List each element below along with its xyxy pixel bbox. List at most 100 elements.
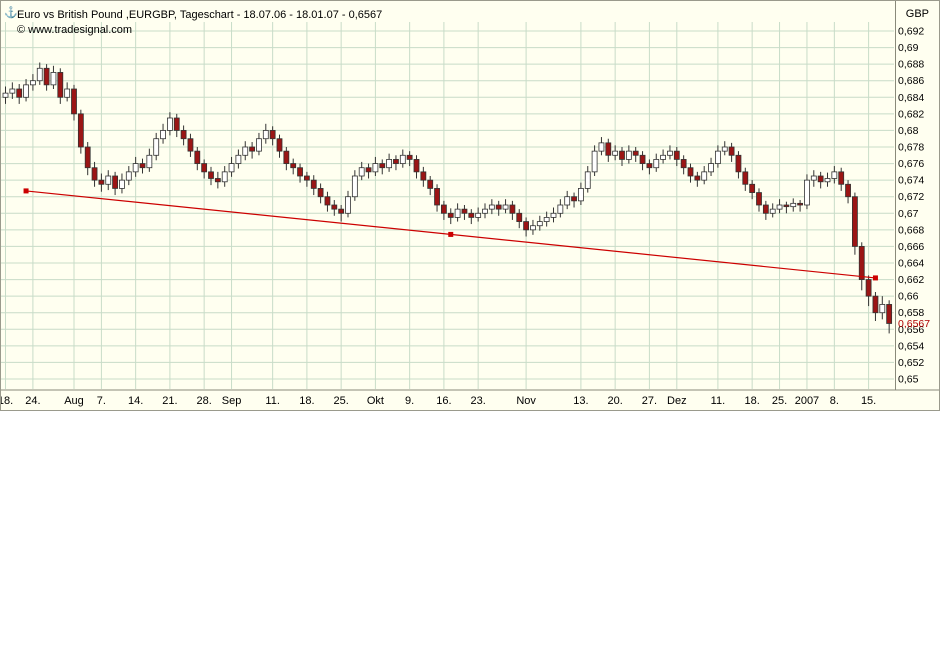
candle <box>564 190 571 210</box>
candle-body <box>2 92 9 98</box>
candle-body <box>132 163 139 173</box>
candle <box>557 199 564 218</box>
candle-body <box>817 175 824 183</box>
trendline-handle[interactable] <box>448 231 454 237</box>
x-axis-label: 2007 <box>795 395 819 407</box>
x-axis-label: 24. <box>25 395 40 407</box>
trendline[interactable] <box>23 188 878 281</box>
candle <box>324 191 331 212</box>
candle <box>797 200 803 212</box>
axes: 0,692 0,69 0,688 0,686 0,684 0,682 0,68 0,678 0,… <box>1 1 939 407</box>
candle <box>653 153 660 172</box>
candle-body <box>71 88 77 115</box>
candle <box>838 167 845 191</box>
candle-body <box>673 150 680 160</box>
x-axis-label: Okt <box>367 395 384 407</box>
y-axis-label: 0,684 <box>898 92 924 104</box>
candle-body <box>612 150 619 156</box>
y-axis-label: 0,672 <box>898 191 924 203</box>
candle <box>509 200 516 220</box>
candle <box>790 198 797 212</box>
candle-body <box>756 192 762 206</box>
candle <box>153 132 160 161</box>
candle <box>201 159 208 179</box>
candle <box>303 171 310 187</box>
y-axis-label: 0,676 <box>898 158 924 170</box>
candle-body <box>584 171 591 189</box>
candle-body <box>667 150 673 156</box>
candle <box>632 147 639 162</box>
candle <box>571 192 577 208</box>
candle <box>715 145 721 168</box>
candle-body <box>865 279 872 297</box>
candle <box>721 141 728 156</box>
candle-body <box>9 88 16 94</box>
candle-body <box>804 179 810 206</box>
y-axis-label: 0,656 <box>898 324 924 336</box>
candle <box>447 208 454 225</box>
candle <box>57 68 64 104</box>
candle-body <box>50 72 57 86</box>
trendline-handle[interactable] <box>872 275 878 281</box>
candle-body <box>64 88 71 98</box>
x-axis-label: 11. <box>265 395 279 407</box>
x-axis-label: 16. <box>436 395 451 407</box>
candle <box>160 123 166 144</box>
candle-body <box>886 304 893 324</box>
candle <box>701 166 708 185</box>
candle-body <box>393 159 399 164</box>
candle <box>502 199 509 214</box>
candle-body <box>365 167 372 173</box>
candle-body <box>564 196 571 206</box>
candle-body <box>824 178 831 183</box>
candle-body <box>591 150 598 173</box>
candle-body <box>420 171 427 181</box>
x-axis-label: 7. <box>97 395 106 407</box>
candle-body <box>523 221 529 231</box>
candle <box>249 142 256 159</box>
candle-body <box>201 163 208 173</box>
candle-body <box>43 67 50 86</box>
candle <box>420 166 427 187</box>
candle <box>646 159 653 175</box>
candle-body <box>194 150 201 164</box>
candle-body <box>660 154 666 160</box>
candle-body <box>23 84 29 98</box>
candle <box>283 147 290 171</box>
x-axis-label: Sep <box>222 395 242 407</box>
candle <box>290 158 297 175</box>
candle-body <box>550 212 557 218</box>
candle-body <box>372 163 379 173</box>
candle-body <box>831 171 838 179</box>
y-axis-label: 0,668 <box>898 224 924 236</box>
candle <box>345 190 351 218</box>
x-axis-label: Aug <box>64 395 84 407</box>
candle <box>351 170 358 201</box>
trendline-handle[interactable] <box>23 188 29 194</box>
candle-body <box>228 163 235 173</box>
candle <box>749 180 756 200</box>
candle <box>468 209 475 225</box>
y-axis-label: 0,654 <box>898 340 924 352</box>
candle <box>769 203 776 218</box>
candle-body <box>160 130 166 140</box>
y-axis-label: 0,686 <box>898 75 924 87</box>
chart-panel: ⚓ Euro vs British Pound ,EURGBP, Tagesch… <box>0 0 940 411</box>
candle-body <box>715 150 721 164</box>
x-axis-label: Dez <box>667 395 687 407</box>
candle <box>598 137 605 156</box>
candle <box>372 156 379 176</box>
candle-body <box>77 113 84 148</box>
x-axis-label: 9. <box>405 395 414 407</box>
candle-body <box>434 188 440 206</box>
candle-body <box>146 154 153 169</box>
candle <box>817 171 824 189</box>
candle-body <box>495 204 502 210</box>
candle-body <box>797 202 803 206</box>
candle <box>482 203 488 219</box>
candle-body <box>180 130 187 140</box>
candle-body <box>619 150 625 160</box>
y-axis-label: 0,658 <box>898 307 924 319</box>
candle <box>735 151 742 179</box>
price-chart-canvas[interactable]: 0,692 0,69 0,688 0,686 0,684 0,682 0,68 0,678 0,… <box>1 1 939 410</box>
